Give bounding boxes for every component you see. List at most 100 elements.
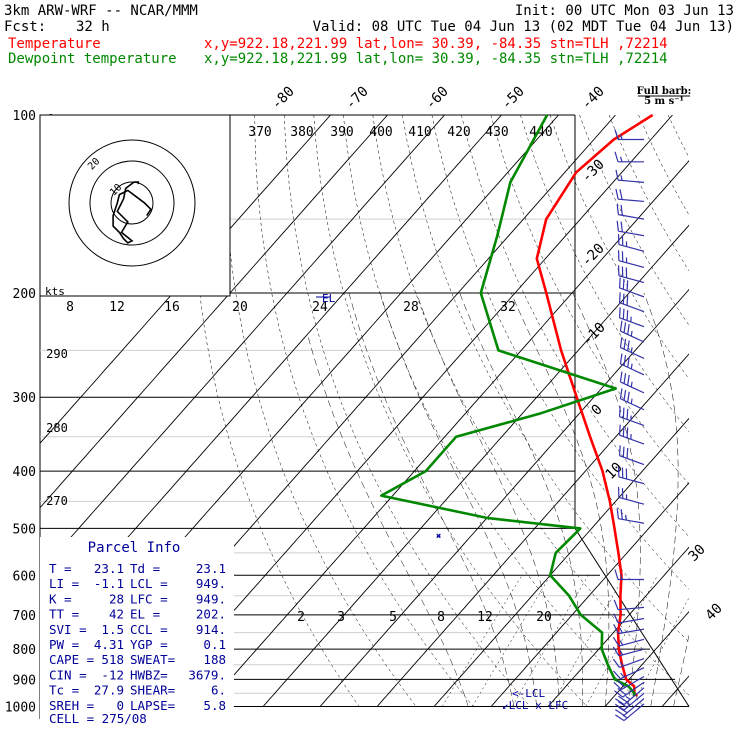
wind-barb-full (627, 374, 630, 386)
wind-barb-half (630, 330, 633, 337)
isotherm--30 (319, 288, 689, 707)
wind-barb-full (622, 446, 625, 458)
parcel-row-label-a: CIN = (49, 667, 87, 682)
dry-adiabat-360 (520, 115, 689, 433)
wind-barb-half (625, 514, 627, 521)
wind-barb-full (622, 293, 625, 305)
isobar-label-600: 600 (13, 569, 36, 584)
wind-barb-full (622, 308, 625, 320)
wind-barb-800 (612, 646, 645, 657)
theta-e-label-390: 390 (330, 125, 353, 140)
wind-barb-203 (618, 277, 645, 298)
moist-adiabat-4 (348, 292, 515, 707)
mixing-ratio-2 (441, 575, 523, 707)
isotherm-label--40: -40 (579, 84, 608, 113)
wind-barb-staff (618, 243, 645, 252)
wind-barb-full (615, 188, 619, 200)
wind-barb-staff (620, 398, 645, 411)
wind-barb-full (615, 169, 619, 181)
wind-barb-full (614, 569, 619, 580)
wind-barb-full (626, 408, 629, 420)
wind-barb-full (619, 353, 623, 364)
moist-adiabat-8 (379, 292, 537, 707)
wind-barb-full (612, 646, 620, 657)
wind-barb-full (613, 681, 622, 690)
dry-adiabat-300 (343, 115, 645, 707)
theta-e-label-420: 420 (447, 125, 470, 140)
wind-barb-full (613, 624, 619, 634)
wind-barb-half (630, 347, 633, 353)
wind-barb-890 (613, 676, 645, 691)
wind-barb-215 (618, 292, 645, 313)
wind-barb-970 (615, 698, 645, 716)
parcel-row-label-a: LI = (49, 576, 79, 591)
wind-barb-140 (615, 188, 645, 203)
wind-barb-full (627, 340, 630, 351)
wind-barb-150 (616, 204, 645, 220)
wind-barb-full (616, 220, 619, 232)
wind-barb-110 (614, 129, 644, 141)
parcel-row-label-a: TT = (49, 607, 79, 622)
mixing-ratio-upper-label-24: 24 (312, 300, 328, 315)
wind-barb-half (630, 381, 633, 388)
header: 3km ARW-WRF -- NCAR/MMM Fcst: 32 h Init:… (4, 3, 734, 67)
wind-barb-half (630, 398, 633, 404)
wind-barb-staff (620, 667, 645, 680)
temperature-trace (535, 113, 654, 697)
isotherm-label-40: 40 (703, 601, 726, 624)
parcel-row-label-b: Td = (130, 561, 160, 576)
isobar-label-900: 900 (13, 673, 36, 688)
wind-barb-staff (619, 658, 645, 669)
wind-barb-staff (618, 496, 645, 505)
theta-e-label-400: 400 (369, 125, 392, 140)
wind-barb-staff (618, 214, 645, 220)
wind-barb-full (618, 307, 621, 318)
wind-barb-full (619, 320, 623, 332)
wind-barb-258 (619, 337, 645, 360)
mixing-ratio-upper-label-12: 12 (109, 300, 125, 315)
isotherm--40 (262, 224, 689, 707)
forecast-label: Fcst: (4, 19, 46, 35)
dry-adiabat-290 (313, 115, 588, 707)
parcel-row-label-b: CCL = (130, 622, 168, 637)
wind-barb-full (620, 508, 623, 520)
wind-barb-staff (618, 179, 645, 183)
parcel-row-value-a: 42 (109, 607, 124, 622)
moist-adiabat-24 (572, 292, 641, 707)
wind-barb-full (623, 390, 627, 401)
wind-barb-half (619, 661, 624, 667)
wind-barbs (612, 129, 645, 722)
wind-barb-staff (618, 476, 645, 485)
wind-barb-181 (617, 250, 645, 268)
dry-adiabat-310 (372, 115, 689, 696)
wind-barb-full (618, 277, 621, 289)
wind-barb-full (612, 636, 620, 647)
dry-adiabat-430 (727, 115, 740, 707)
isotherm-label--20: -20 (579, 241, 608, 270)
wind-barb-full (627, 356, 630, 368)
wind-barb-full (615, 698, 625, 706)
mixing-ratio-upper-label-32: 32 (500, 300, 516, 315)
lcl-marker: <-LCL (512, 687, 545, 700)
wind-barb-staff (618, 606, 645, 611)
wind-barb-staff (618, 628, 645, 635)
parcel-row-label-a: K = (49, 591, 72, 606)
wind-barb-full (618, 695, 628, 703)
mixing-ratio-lower-label-2: 2 (297, 610, 305, 625)
wind-barb-full (623, 338, 627, 350)
wind-barb-full (620, 204, 623, 216)
wind-barb-half (620, 672, 625, 678)
isotherm-10 (547, 546, 689, 707)
isotherm--50 (205, 160, 689, 707)
isotherm-label-30: 30 (686, 542, 709, 565)
mixing-ratio-lower-label-3: 3 (337, 610, 345, 625)
mixing-ratio-20 (631, 597, 689, 707)
wind-barb-staff (619, 434, 645, 445)
mixing-ratio-lower-label-12: 12 (477, 610, 493, 625)
wind-barb-staff (621, 676, 645, 691)
forecast-hour: 32 h (76, 19, 110, 35)
wind-barb-120 (614, 151, 644, 163)
wind-barb-770 (612, 636, 645, 647)
